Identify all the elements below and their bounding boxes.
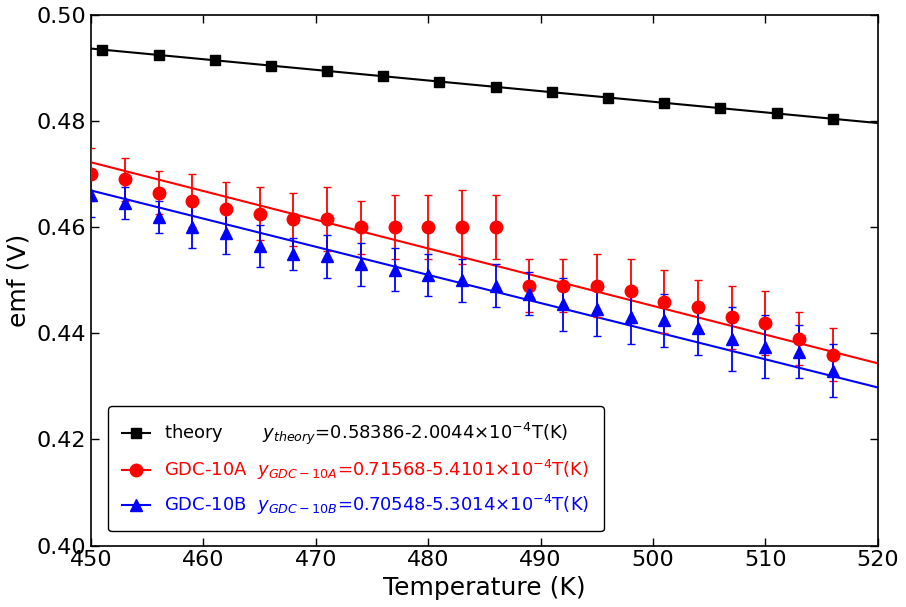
X-axis label: Temperature (K): Temperature (K) xyxy=(383,576,586,600)
Legend: theory       $y_{theory}$=0.58386-2.0044×10$^{-4}$T(K), GDC-10A  $y_{GDC-10A}$=0: theory $y_{theory}$=0.58386-2.0044×10$^{… xyxy=(108,406,603,531)
Y-axis label: emf (V): emf (V) xyxy=(7,234,31,327)
